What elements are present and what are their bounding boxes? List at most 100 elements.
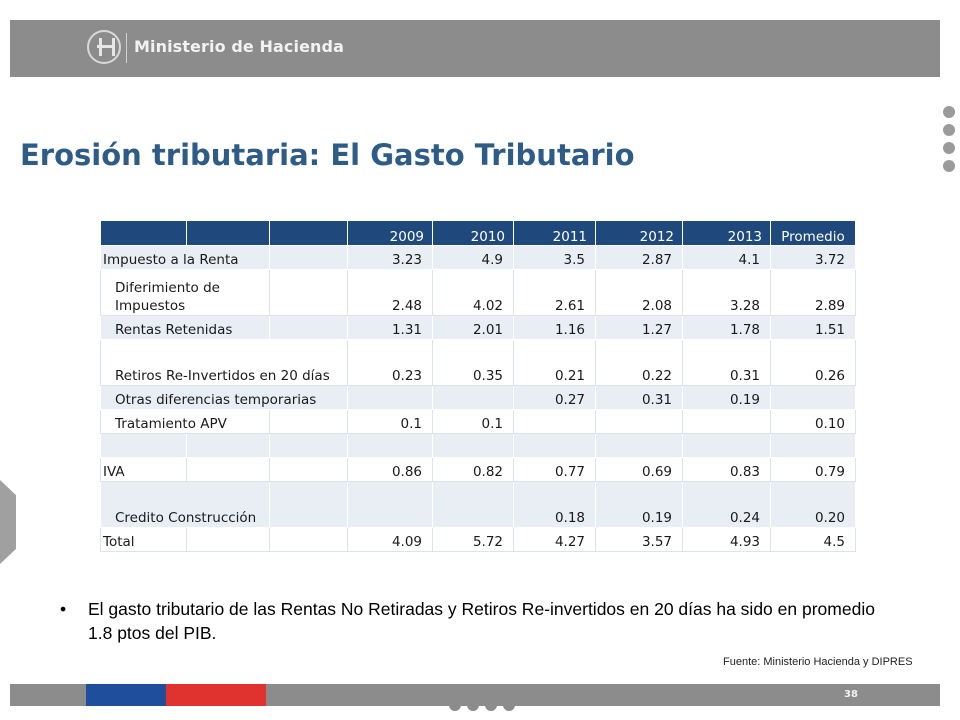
table-cell: 0.26 [770,339,856,386]
table-cell [770,385,856,410]
table-cell [432,481,514,528]
table-cell [432,385,514,410]
decor-dot [485,699,497,711]
table-cell [595,433,683,458]
table-cell: 3.72 [770,245,856,270]
table-cell [347,481,433,528]
table-cell: 2.89 [770,269,856,316]
table-cell: 0.77 [513,457,596,482]
header-cell-empty [100,220,187,246]
table-cell [100,433,187,458]
table-cell: 0.24 [682,481,771,528]
table-cell: 0.1 [432,409,514,434]
column-header: Promedio [770,220,856,246]
row-label: Retiros Re-Invertidos en 20 días [100,339,348,386]
table-cell: 0.10 [770,409,856,434]
ministry-name: Ministerio de Hacienda [134,37,344,56]
table-cell: 0.31 [682,339,771,386]
table-cell: 0.20 [770,481,856,528]
table-cell: 1.27 [595,315,683,340]
table-cell: 0.69 [595,457,683,482]
table-row: Diferimiento de Impuestos 2.48 4.02 2.61… [100,269,856,316]
table-cell [269,433,348,458]
table-cell: 2.48 [347,269,433,316]
table-cell [513,433,596,458]
table-cell [347,433,433,458]
decor-dot [943,142,955,154]
decor-side-tab [0,480,16,564]
table-cell: 0.82 [432,457,514,482]
column-header: 2011 [513,220,596,246]
table-row: Retiros Re-Invertidos en 20 días 0.23 0.… [100,339,856,386]
table-cell [770,433,856,458]
table-cell [432,433,514,458]
table-cell [269,269,348,316]
table-row: Otras diferencias temporarias 0.27 0.31 … [100,385,856,410]
table-cell [682,409,771,434]
ministry-logo-icon [87,30,121,64]
table-row: IVA 0.86 0.82 0.77 0.69 0.83 0.79 [100,457,856,482]
table-cell: 0.21 [513,339,596,386]
table-row: Impuesto a la Renta 3.23 4.9 3.5 2.87 4.… [100,245,856,270]
table-cell: 4.02 [432,269,514,316]
table-cell: 0.31 [595,385,683,410]
table-cell: 2.01 [432,315,514,340]
table-cell: 0.27 [513,385,596,410]
table-cell [186,527,270,552]
table-cell: 1.78 [682,315,771,340]
table-cell: 2.08 [595,269,683,316]
table-cell: 0.35 [432,339,514,386]
table-row-total: Total 4.09 5.72 4.27 3.57 4.93 4.5 [100,527,856,552]
row-label: IVA [100,457,187,482]
table-cell: 3.5 [513,245,596,270]
flag-stripe-red [166,684,266,706]
table-cell: 2.87 [595,245,683,270]
table-cell: 2.61 [513,269,596,316]
table-cell [269,527,348,552]
table-cell [269,315,348,340]
row-label: Total [100,527,187,552]
table-cell: 3.57 [595,527,683,552]
table-cell: 4.1 [682,245,771,270]
table-cell [269,409,348,434]
table-cell: 4.93 [682,527,771,552]
decor-dot [943,160,955,172]
header-cell-empty [269,220,348,246]
row-label: Diferimiento de Impuestos [100,269,270,316]
table-cell: 5.72 [432,527,514,552]
table-cell: 0.19 [682,385,771,410]
page-title: Erosión tributaria: El Gasto Tributario [20,138,635,172]
bullet-text: El gasto tributario de las Rentas No Ret… [88,599,875,643]
column-header: 2012 [595,220,683,246]
table-cell: 0.79 [770,457,856,482]
row-label: Rentas Retenidas [100,315,270,340]
table-cell [595,409,683,434]
decor-dot [503,699,515,711]
table-cell [682,433,771,458]
column-header: 2010 [432,220,514,246]
table-cell: 1.51 [770,315,856,340]
row-label: Otras diferencias temporarias [100,385,348,410]
table-cell: 4.9 [432,245,514,270]
table-cell [186,457,270,482]
table-cell [513,409,596,434]
row-label: Impuesto a la Renta [100,245,270,270]
table-cell: 3.28 [682,269,771,316]
tax-expenditure-table: 2009 2010 2011 2012 2013 Promedio Impues… [100,220,856,552]
table-cell: 0.22 [595,339,683,386]
column-header: 2013 [682,220,771,246]
table-cell: 4.09 [347,527,433,552]
table-cell: 4.5 [770,527,856,552]
table-row: Credito Construcción 0.18 0.19 0.24 0.20 [100,481,856,528]
table-row-empty [100,433,856,458]
table-cell: 0.83 [682,457,771,482]
table-cell: 0.23 [347,339,433,386]
table-cell [269,481,348,528]
table-cell [186,433,270,458]
table-cell: 3.23 [347,245,433,270]
decor-dot [467,699,479,711]
logo-divider [126,33,127,63]
header-cell-empty [186,220,270,246]
table-row: Rentas Retenidas 1.31 2.01 1.16 1.27 1.7… [100,315,856,340]
bullet-symbol: • [60,599,67,619]
